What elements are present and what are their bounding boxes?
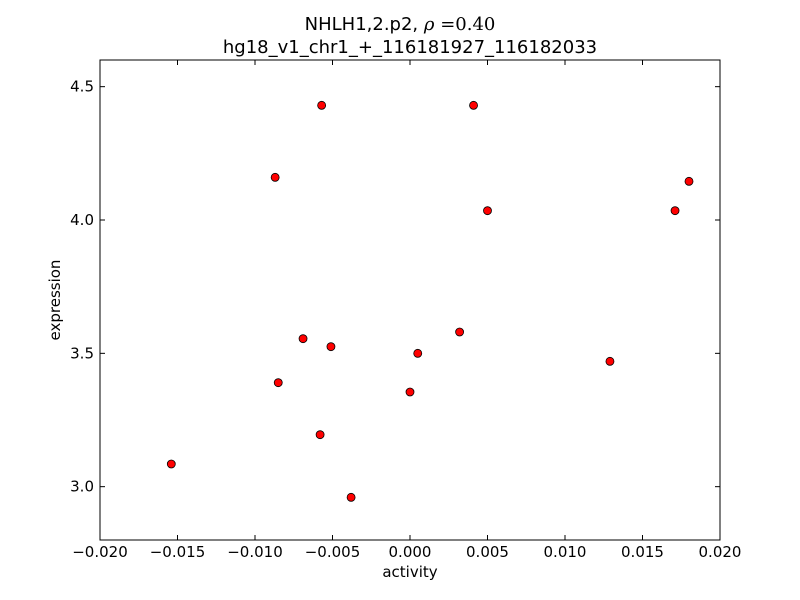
data-point: [483, 206, 492, 216]
data-point: [166, 459, 176, 469]
plot-area: [100, 60, 720, 540]
x-tick-label: 0.010: [544, 543, 587, 561]
y-tick-label: 3.0: [70, 478, 94, 496]
y-tick-label: 3.5: [70, 344, 94, 362]
y-axis-label: expression: [46, 260, 64, 341]
x-axis-label: activity: [382, 563, 437, 581]
data-point: [605, 356, 615, 366]
title-prefix: NHLH1,2.p2,: [305, 14, 424, 35]
x-tick-label: 0.020: [699, 543, 742, 561]
data-point: [298, 334, 308, 344]
data-point: [273, 378, 283, 388]
ticks-layer: −0.020 −0.015 −0.010 −0.005 0.000 0.005 0.010 0…: [70, 60, 741, 561]
data-point: [469, 100, 478, 110]
x-tick-label: −0.005: [305, 543, 361, 561]
title-rho-value: =0.40: [434, 14, 495, 35]
plot-frame: [99, 59, 721, 541]
y-tick-label: 4.0: [70, 211, 94, 229]
x-tick-label: −0.020: [72, 543, 128, 561]
data-point: [346, 492, 356, 502]
x-tick-label: −0.010: [227, 543, 283, 561]
x-tick-label: −0.015: [150, 543, 206, 561]
x-tick-label: 0.005: [466, 543, 509, 561]
data-point: [413, 348, 423, 358]
data-point: [405, 387, 415, 397]
x-tick-label: 0.015: [621, 543, 664, 561]
chart-title-line1: NHLH1,2.p2, ρ =0.40: [305, 14, 496, 35]
chart-title-line2: hg18_v1_chr1_+_116181927_116182033: [223, 37, 597, 58]
title-rho-symbol: ρ: [423, 14, 435, 35]
data-point: [684, 176, 694, 186]
data-point: [455, 327, 465, 337]
data-point: [270, 172, 280, 182]
x-tick-label: 0.000: [389, 543, 432, 561]
data-point: [670, 206, 680, 216]
points-layer: [166, 100, 694, 502]
data-point: [317, 100, 327, 110]
data-point: [315, 430, 325, 440]
data-point: [326, 342, 336, 352]
y-tick-label: 4.5: [70, 78, 94, 96]
